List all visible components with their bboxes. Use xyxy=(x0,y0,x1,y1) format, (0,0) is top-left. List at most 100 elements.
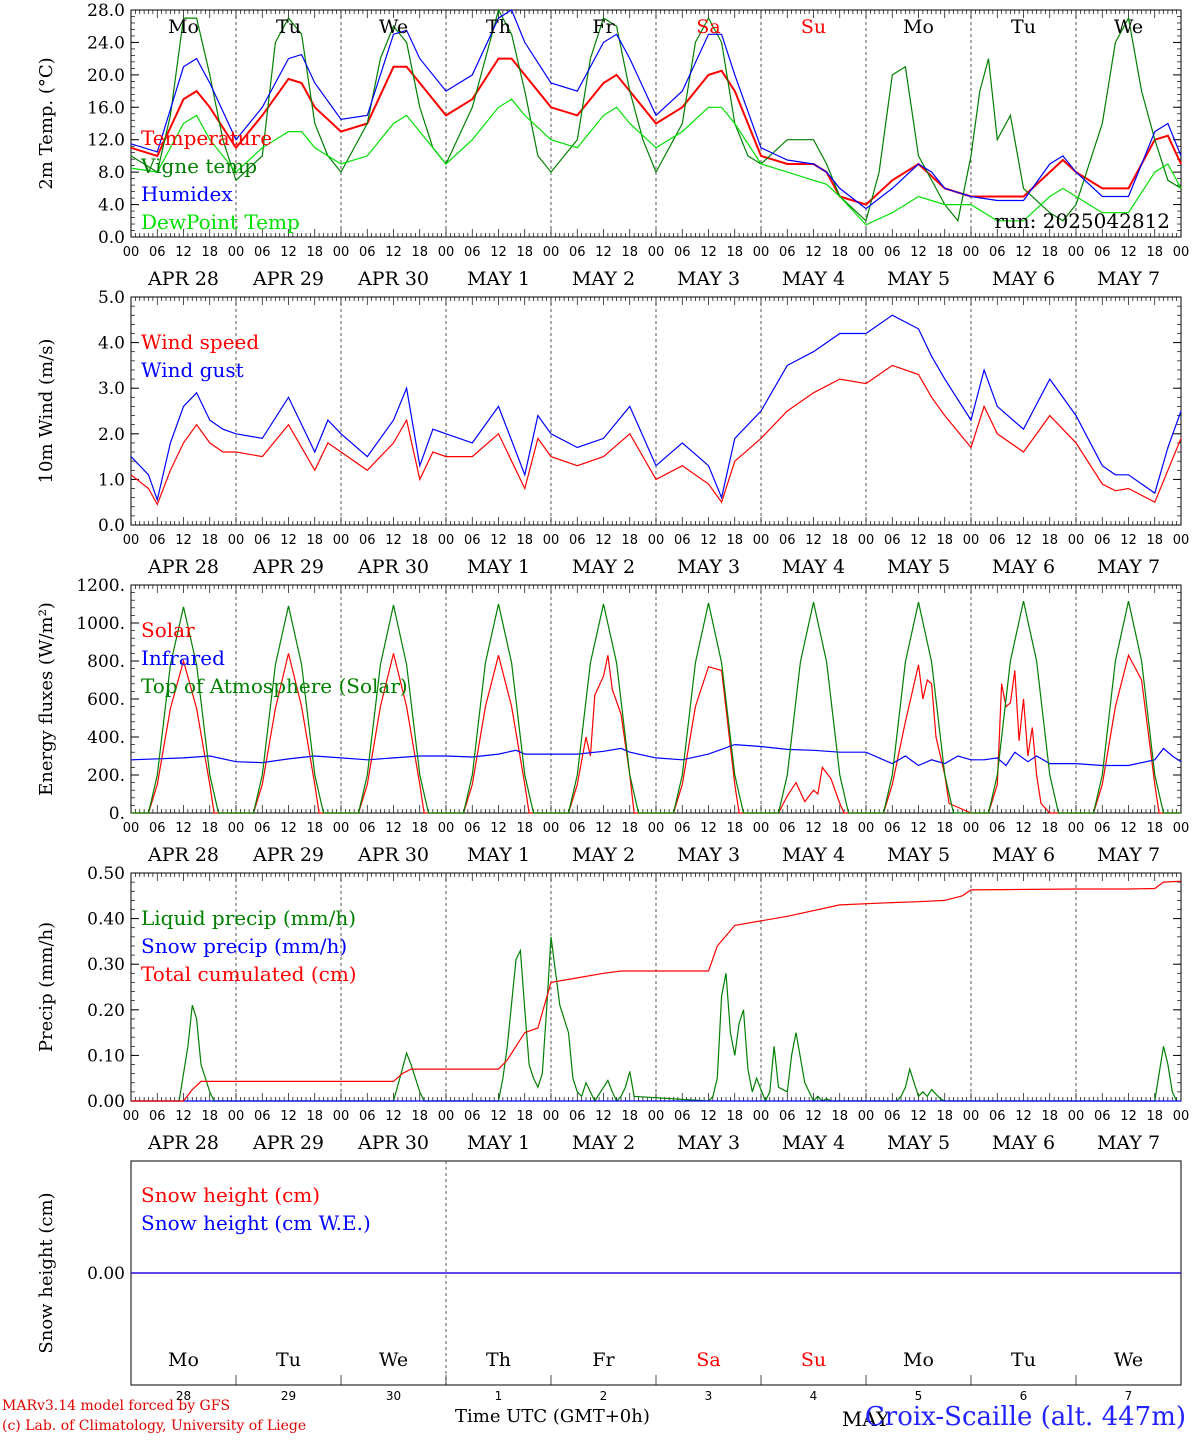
x-hour-label: 06 xyxy=(464,245,481,260)
day-number-label: 7 xyxy=(1125,1389,1133,1403)
x-hour-label: 06 xyxy=(1094,821,1111,836)
x-date-label: MAY 6 xyxy=(992,268,1055,290)
x-hour-label: 18 xyxy=(411,821,428,836)
x-hour-label: 00 xyxy=(438,533,455,548)
x-date-label: MAY 2 xyxy=(572,1132,635,1154)
day-number-label: 5 xyxy=(915,1389,923,1403)
x-hour-label: 18 xyxy=(726,245,743,260)
y-tick-label: 0.00 xyxy=(87,1092,125,1112)
x-hour-label: 06 xyxy=(464,821,481,836)
x-hour-label: 00 xyxy=(858,821,875,836)
x-hour-label: 06 xyxy=(884,1109,901,1124)
x-hour-label: 00 xyxy=(648,1109,665,1124)
y-axis-label: Precip (mm/h) xyxy=(36,922,57,1052)
x-hour-label: 06 xyxy=(779,245,796,260)
x-hour-label: 18 xyxy=(831,533,848,548)
x-hour-label: 18 xyxy=(306,1109,323,1124)
series-line-infrared xyxy=(130,743,1182,767)
x-hour-label: 06 xyxy=(779,821,796,836)
legend-entry: Solar xyxy=(141,618,195,642)
x-hour-label: 00 xyxy=(963,1109,980,1124)
x-date-label: APR 29 xyxy=(252,556,324,578)
x-date-label: APR 29 xyxy=(252,1132,324,1154)
x-hour-label: 18 xyxy=(1146,821,1163,836)
x-hour-label: 06 xyxy=(254,821,271,836)
x-hour-label: 06 xyxy=(884,821,901,836)
weekday-label: Mo xyxy=(903,1349,934,1371)
run-annotation: run: 2025042812 xyxy=(994,209,1170,233)
x-hour-label: 00 xyxy=(543,1109,560,1124)
x-hour-label: 00 xyxy=(753,533,770,548)
x-hour-label: 18 xyxy=(1146,1109,1163,1124)
weekday-label: Tu xyxy=(276,16,301,38)
x-hour-label: 12 xyxy=(910,1109,927,1124)
x-hour-label: 12 xyxy=(1120,245,1137,260)
x-hour-label: 12 xyxy=(385,1109,402,1124)
x-hour-label: 06 xyxy=(779,533,796,548)
x-hour-label: 18 xyxy=(936,821,953,836)
x-hour-label: 00 xyxy=(333,245,350,260)
x-hour-label: 12 xyxy=(595,533,612,548)
legend-entry: Liquid precip (mm/h) xyxy=(141,906,356,930)
weekday-label: Th xyxy=(486,16,511,38)
x-hour-label: 18 xyxy=(831,245,848,260)
x-hour-label: 12 xyxy=(175,533,192,548)
x-date-label: MAY 3 xyxy=(677,556,740,578)
x-hour-label: 12 xyxy=(175,1109,192,1124)
legend-entry: DewPoint Temp xyxy=(141,210,300,234)
y-axis-label: Snow height (cm) xyxy=(36,1192,57,1353)
y-tick-label: 20.0 xyxy=(87,66,125,86)
x-date-label: MAY 7 xyxy=(1097,556,1160,578)
y-tick-label: 0.50 xyxy=(87,864,125,884)
x-hour-label: 12 xyxy=(700,1109,717,1124)
x-hour-label: 12 xyxy=(700,245,717,260)
x-hour-label: 06 xyxy=(359,245,376,260)
x-date-label: MAY 5 xyxy=(887,268,950,290)
legend-entry: Vigne temp xyxy=(140,154,257,178)
x-hour-label: 06 xyxy=(989,1109,1006,1124)
x-hour-label: 12 xyxy=(490,245,507,260)
series-line-wind-speed xyxy=(130,364,1182,506)
y-tick-label: 24.0 xyxy=(87,33,125,53)
x-hour-label: 00 xyxy=(963,821,980,836)
x-hour-label: 12 xyxy=(1015,821,1032,836)
x-hour-label: 18 xyxy=(1146,245,1163,260)
y-axis-label: 10m Wind (m/s) xyxy=(36,339,57,484)
weekday-label: Fr xyxy=(592,1349,615,1371)
series-line-top-of-atmosphere-solar- xyxy=(131,600,1181,814)
x-hour-label: 12 xyxy=(385,533,402,548)
y-tick-label: 400. xyxy=(87,728,125,748)
x-hour-label: 00 xyxy=(123,1109,140,1124)
x-hour-label: 00 xyxy=(858,1109,875,1124)
x-hour-label: 18 xyxy=(411,1109,428,1124)
y-tick-label: 8.0 xyxy=(98,163,125,183)
x-hour-label: 00 xyxy=(333,1109,350,1124)
y-tick-label: 0.40 xyxy=(87,910,125,930)
x-hour-label: 12 xyxy=(805,821,822,836)
x-hour-label: 12 xyxy=(385,245,402,260)
legend-entry: Snow precip (mm/h) xyxy=(141,934,347,958)
weekday-label: We xyxy=(379,16,408,38)
x-hour-label: 12 xyxy=(490,1109,507,1124)
weekday-label: Mo xyxy=(903,16,934,38)
x-hour-label: 06 xyxy=(254,1109,271,1124)
weekday-label: Tu xyxy=(1011,1349,1036,1371)
legend-entry: Snow height (cm) xyxy=(141,1183,320,1207)
y-axis-label: 2m Temp. (°C) xyxy=(36,57,57,189)
time-axis-label: Time UTC (GMT+0h) xyxy=(455,1406,650,1427)
x-hour-label: 06 xyxy=(254,533,271,548)
x-hour-label: 00 xyxy=(1068,533,1085,548)
x-date-label: MAY 5 xyxy=(887,844,950,866)
x-hour-label: 18 xyxy=(201,821,218,836)
weekday-label: We xyxy=(1114,1349,1143,1371)
y-tick-label: 5.0 xyxy=(98,288,125,308)
x-date-label: MAY 3 xyxy=(677,1132,740,1154)
x-date-label: APR 30 xyxy=(357,556,429,578)
day-number-label: 4 xyxy=(810,1389,818,1403)
x-hour-label: 18 xyxy=(936,533,953,548)
x-date-label: MAY 4 xyxy=(782,844,845,866)
x-hour-label: 00 xyxy=(858,533,875,548)
x-hour-label: 12 xyxy=(595,821,612,836)
x-hour-label: 18 xyxy=(621,1109,638,1124)
y-tick-label: 0.10 xyxy=(87,1046,125,1066)
